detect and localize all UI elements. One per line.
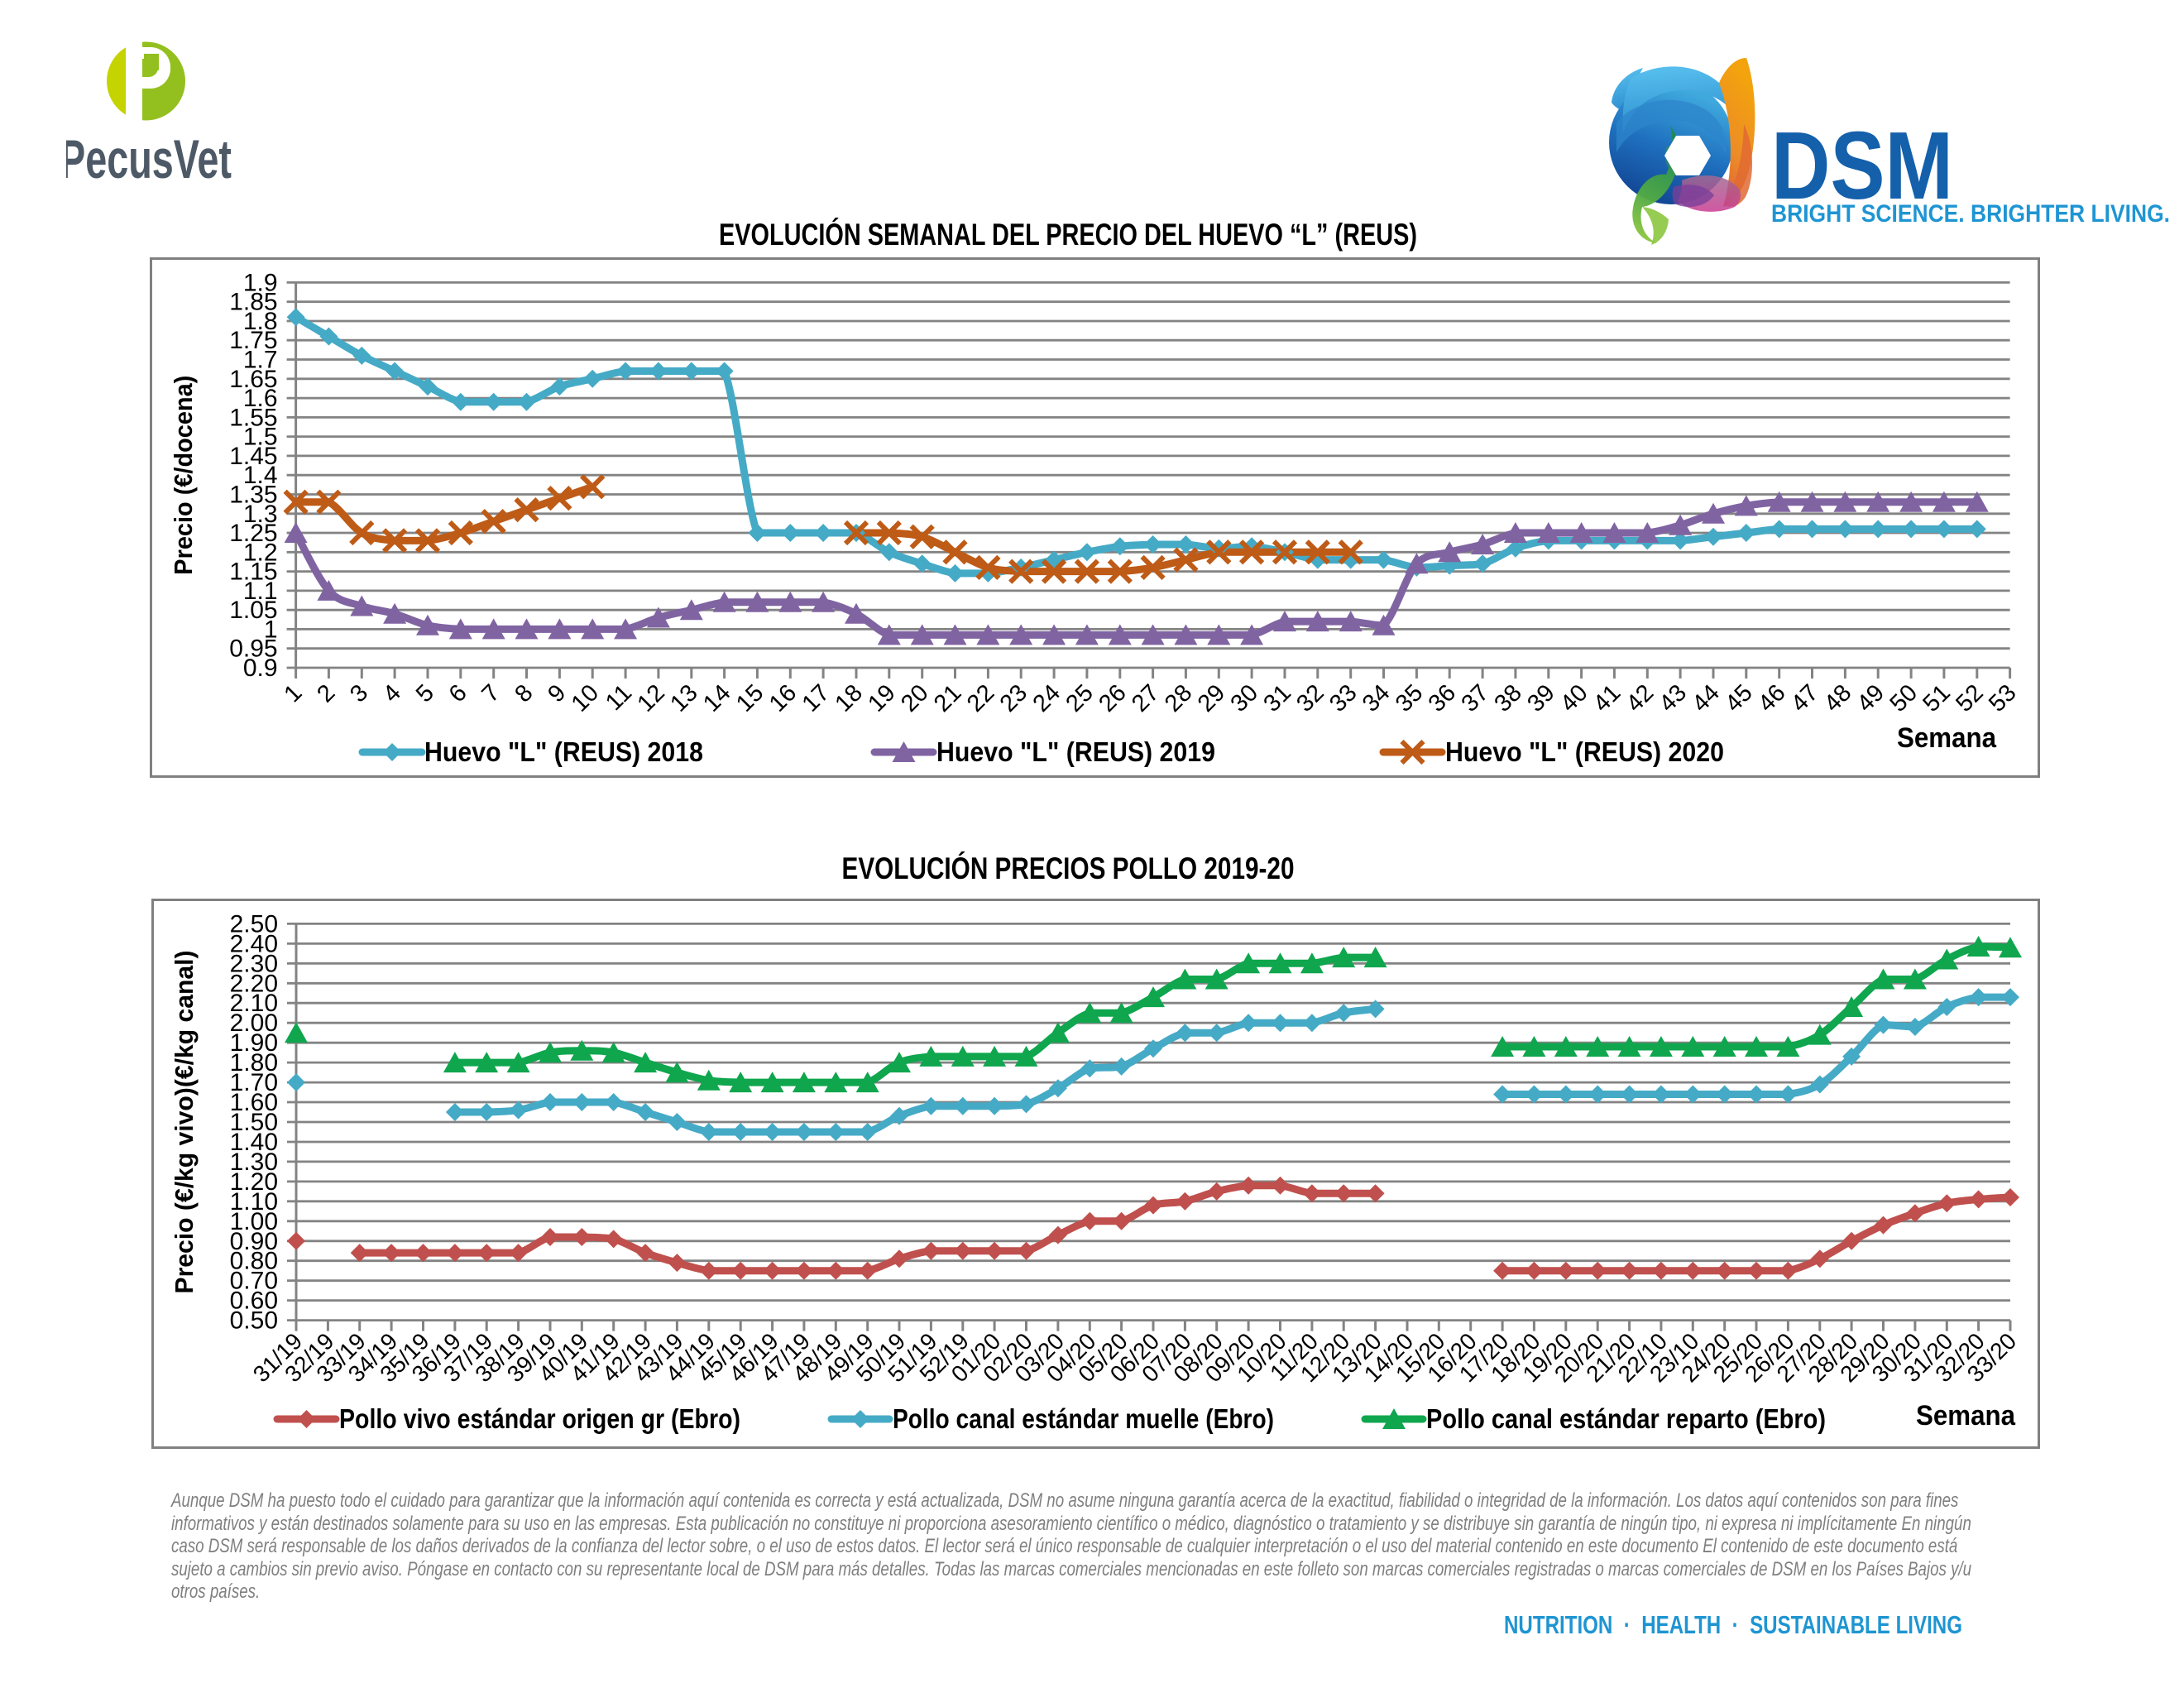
svg-text:1.20: 1.20 [230, 1168, 278, 1196]
svg-text:2.20: 2.20 [230, 970, 278, 997]
svg-text:1.5: 1.5 [243, 424, 278, 451]
svg-text:0.90: 0.90 [230, 1228, 278, 1255]
svg-text:1.10: 1.10 [230, 1188, 278, 1216]
svg-text:0.80: 0.80 [230, 1248, 278, 1275]
svg-text:Pollo canal estándar reparto (: Pollo canal estándar reparto (Ebro) [1426, 1403, 1826, 1434]
svg-text:1.7: 1.7 [243, 347, 278, 374]
svg-text:1.25: 1.25 [229, 520, 277, 547]
svg-text:EVOLUCIÓN PRECIOS POLLO 2019-2: EVOLUCIÓN PRECIOS POLLO 2019-20 [842, 851, 1295, 885]
svg-text:1.85: 1.85 [229, 289, 277, 316]
svg-text:1.30: 1.30 [230, 1149, 278, 1176]
svg-text:Precio (€/docena): Precio (€/docena) [169, 376, 198, 575]
svg-text:Precio (€/kg vivo)(€/kg canal): Precio (€/kg vivo)(€/kg canal) [170, 951, 199, 1294]
svg-text:Semana: Semana [1916, 1400, 2016, 1431]
svg-text:1.65: 1.65 [229, 366, 277, 393]
svg-text:1.50: 1.50 [230, 1109, 278, 1136]
svg-text:Pollo vivo estándar origen gr: Pollo vivo estándar origen gr (Ebro) [339, 1403, 740, 1434]
svg-text:1.60: 1.60 [230, 1089, 278, 1116]
svg-text:1.4: 1.4 [243, 462, 278, 489]
svg-text:0.95: 0.95 [229, 635, 277, 663]
svg-text:1.55: 1.55 [229, 404, 277, 431]
svg-text:0.50: 0.50 [230, 1307, 278, 1335]
svg-text:1.35: 1.35 [229, 482, 277, 509]
svg-text:1.9: 1.9 [243, 269, 278, 296]
svg-text:1.1: 1.1 [243, 578, 278, 605]
svg-text:1.40: 1.40 [230, 1129, 278, 1156]
svg-text:DSM: DSM [1771, 112, 1953, 219]
svg-text:2.40: 2.40 [230, 930, 278, 957]
svg-text:Pollo canal estándar muelle (E: Pollo canal estándar muelle (Ebro) [893, 1403, 1274, 1434]
svg-text:1.00: 1.00 [230, 1208, 278, 1235]
svg-text:1.80: 1.80 [230, 1049, 278, 1077]
svg-text:1.05: 1.05 [229, 597, 277, 624]
svg-text:1: 1 [264, 616, 278, 643]
svg-text:BRIGHT SCIENCE. BRIGHTER LIVIN: BRIGHT SCIENCE. BRIGHTER LIVING. [1771, 200, 2170, 228]
svg-text:1.6: 1.6 [243, 385, 278, 412]
svg-text:1.3: 1.3 [243, 501, 278, 528]
svg-text:1.70: 1.70 [230, 1069, 278, 1096]
svg-text:2.50: 2.50 [230, 910, 278, 938]
svg-text:Huevo "L" (REUS) 2018: Huevo "L" (REUS) 2018 [424, 736, 703, 767]
svg-text:EVOLUCIÓN SEMANAL DEL PRECIO D: EVOLUCIÓN SEMANAL DEL PRECIO DEL HUEVO “… [719, 217, 1417, 252]
svg-text:1.2: 1.2 [243, 539, 278, 566]
svg-text:Huevo "L" (REUS) 2020: Huevo "L" (REUS) 2020 [1445, 736, 1724, 767]
svg-text:2.00: 2.00 [230, 1009, 278, 1037]
svg-text:NUTRITION · HEALTH · SUSTA: NUTRITION · HEALTH · SUSTAINABLE LIVING [1504, 1610, 1962, 1639]
svg-text:1.8: 1.8 [243, 308, 278, 335]
svg-text:1.45: 1.45 [229, 443, 277, 470]
svg-text:1.75: 1.75 [229, 327, 277, 354]
svg-text:2.30: 2.30 [230, 950, 278, 977]
svg-text:0.9: 0.9 [243, 655, 278, 682]
svg-text:PecusVet: PecusVet [66, 128, 232, 189]
svg-text:0.70: 0.70 [230, 1268, 278, 1295]
svg-text:1.15: 1.15 [229, 559, 277, 586]
svg-text:Huevo "L" (REUS) 2019: Huevo "L" (REUS) 2019 [936, 736, 1215, 767]
svg-text:1.90: 1.90 [230, 1029, 278, 1057]
svg-text:2.10: 2.10 [230, 990, 278, 1017]
svg-text:0.60: 0.60 [230, 1288, 278, 1315]
svg-text:Semana: Semana [1897, 722, 1997, 754]
